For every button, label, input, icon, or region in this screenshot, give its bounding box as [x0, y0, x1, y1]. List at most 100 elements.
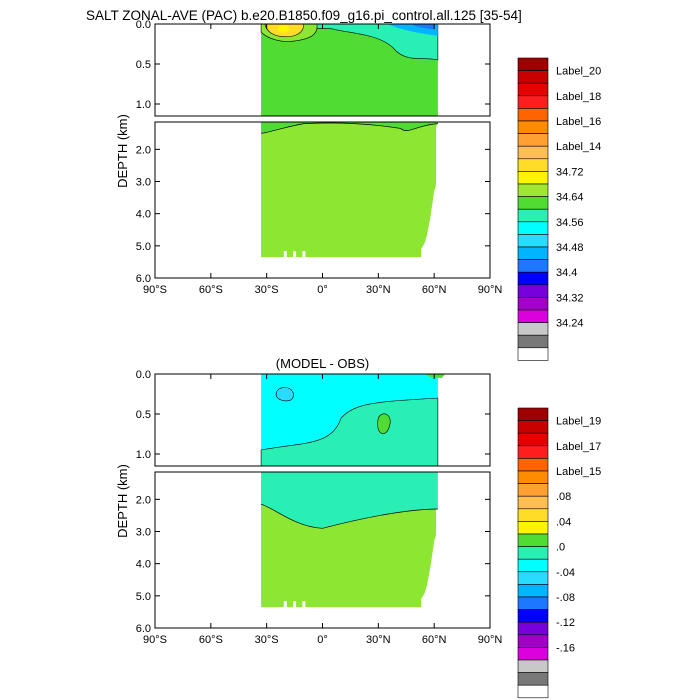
colorbar-box	[517, 183, 549, 197]
colorbar-box	[517, 347, 549, 361]
colorbar-box	[517, 82, 549, 97]
y-tick-label: 0.0	[136, 19, 151, 31]
colorbar-box	[517, 234, 549, 248]
colorbar-box	[517, 407, 549, 421]
colorbar-box	[517, 196, 549, 210]
x-tick-label: 60°N	[422, 284, 447, 296]
colorbar-box	[517, 495, 549, 510]
colorbar-box	[517, 271, 549, 286]
colorbar-label: Label_14	[556, 141, 601, 153]
y-tick-label: 0.5	[136, 409, 151, 421]
colorbar-label: -.16	[556, 642, 575, 654]
y-tick-label: 4.0	[136, 209, 151, 221]
colorbar-box	[517, 508, 549, 522]
y-tick-label: 1.0	[136, 449, 151, 461]
colorbar-box	[517, 322, 549, 336]
colorbar-label: 34.48	[556, 242, 584, 254]
difference-panel: (MODEL - OBS) 90°S 60°S 30°S 0° 30°N 60°N 90°N 0…	[115, 356, 601, 699]
colorbar-box	[517, 133, 549, 147]
colorbar-box	[517, 621, 549, 636]
figure-title: SALT ZONAL-AVE (PAC) b.e20.B1850.f09_g16…	[86, 8, 522, 23]
colorbar-box	[517, 684, 549, 699]
x-tick-label: 60°S	[199, 634, 223, 646]
colorbar-box	[517, 95, 549, 109]
region-fill	[261, 122, 438, 258]
colorbar-box	[517, 672, 549, 686]
x-tick-label: 60°N	[422, 634, 447, 646]
y-tick-label: 3.0	[136, 527, 151, 539]
y-tick-label: 6.0	[136, 273, 151, 285]
colorbar-box	[517, 546, 549, 560]
region-fill	[277, 24, 290, 33]
colorbar-box	[517, 647, 549, 661]
colorbar-label: Label_17	[556, 441, 601, 453]
colorbar-label: .08	[556, 491, 571, 503]
colorbar: Label_19 Label_17 Label_15 .08 .04 .0 -.04 -.08…	[517, 407, 601, 699]
region-fill	[260, 397, 439, 467]
x-tick-label: 30°N	[366, 634, 391, 646]
colorbar-box	[517, 246, 549, 260]
colorbar-box	[517, 158, 549, 172]
colorbar-label: Label_18	[556, 91, 601, 103]
colorbar-label: Label_19	[556, 416, 601, 428]
x-tick-label: 90°N	[478, 634, 503, 646]
y-tick-label: 5.0	[136, 591, 151, 603]
colorbar-box	[517, 120, 549, 134]
colorbar-label: Label_16	[556, 116, 601, 128]
colorbar-box	[517, 558, 549, 573]
region-fill	[261, 472, 438, 529]
y-tick-label: 3.0	[136, 177, 151, 189]
seafloor-notch	[283, 601, 287, 608]
colorbar-label: 34.72	[556, 166, 584, 178]
seafloor-notch	[302, 251, 306, 258]
seafloor-notch	[293, 251, 297, 258]
colorbar-box	[517, 208, 549, 223]
y-axis-label: DEPTH (km)	[115, 114, 130, 188]
colorbar-box	[517, 533, 549, 547]
colorbar-box	[517, 297, 549, 311]
y-tick-label: 2.0	[136, 144, 151, 156]
upper-section	[260, 374, 446, 467]
region-fill	[275, 387, 294, 402]
panel-title: (MODEL - OBS)	[276, 356, 369, 371]
x-tick-label: 30°N	[366, 284, 391, 296]
y-tick-label: 0.0	[136, 369, 151, 381]
colorbar-label: -.12	[556, 617, 575, 629]
colorbar-box	[517, 609, 549, 623]
region-fill	[377, 413, 391, 434]
colorbar-box	[517, 521, 549, 535]
x-tick-label: 0°	[317, 284, 328, 296]
colorbar-box	[517, 171, 549, 185]
seafloor-notch	[293, 601, 297, 608]
seafloor-notch	[302, 601, 306, 608]
colorbar-box	[517, 309, 549, 323]
colorbar-box	[517, 70, 549, 84]
colorbar-box	[517, 145, 549, 160]
colorbar-box	[517, 259, 549, 273]
y-tick-label: 5.0	[136, 241, 151, 253]
y-tick-label: 6.0	[136, 623, 151, 635]
seafloor-notch	[283, 251, 287, 258]
colorbar-box	[517, 659, 549, 673]
colorbar-box	[517, 584, 549, 598]
colorbar-box	[517, 57, 549, 71]
x-tick-label: 90°S	[143, 284, 167, 296]
colorbar-box	[517, 221, 549, 235]
colorbar-label: 34.32	[556, 292, 584, 304]
colorbar-box	[517, 634, 549, 648]
colorbar-box	[517, 596, 549, 610]
colorbar-box	[517, 470, 549, 484]
x-tick-label: 90°N	[478, 284, 503, 296]
colorbar-label: 34.64	[556, 192, 584, 204]
x-tick-label: 0°	[317, 634, 328, 646]
colorbar-label: Label_15	[556, 466, 601, 478]
x-tick-label: 90°S	[143, 634, 167, 646]
colorbar-label: -.08	[556, 592, 575, 604]
y-tick-label: 4.0	[136, 559, 151, 571]
colorbar-box	[517, 432, 549, 447]
x-tick-label: 30°S	[255, 284, 279, 296]
colorbar-label: .0	[556, 542, 565, 554]
lower-section	[261, 122, 438, 258]
colorbar-label: .04	[556, 516, 571, 528]
